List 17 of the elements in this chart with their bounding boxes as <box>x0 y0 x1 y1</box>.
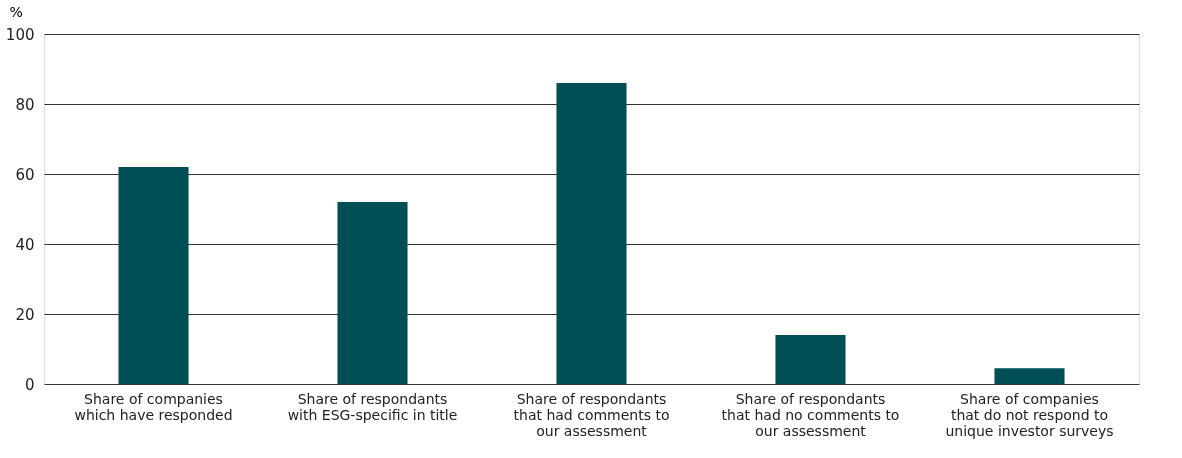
y-tick-label: 80 <box>15 95 35 114</box>
x-tick-label: Share of companies that do not respond to unique investor surveys <box>945 390 1114 439</box>
x-tick-label: Share of respondants that had comments to our assessment <box>513 390 670 439</box>
x-tick-label: Share of respondants that had no comments to our assessment <box>721 390 900 439</box>
x-tick-label: Share of companies which have responded <box>74 390 233 423</box>
bar <box>118 167 189 384</box>
bar <box>775 335 846 384</box>
x-tick-label: Share of respondants with ESG-specific in title <box>287 390 458 423</box>
bar <box>556 83 627 384</box>
bar <box>337 202 408 384</box>
y-axis-title: % <box>9 3 23 20</box>
y-tick-label: 60 <box>15 165 35 184</box>
y-tick-label: 100 <box>5 25 35 44</box>
y-tick-label: 40 <box>15 235 35 254</box>
y-tick-label: 20 <box>15 305 35 324</box>
bar <box>994 368 1065 384</box>
y-tick-label: 0 <box>24 375 35 394</box>
